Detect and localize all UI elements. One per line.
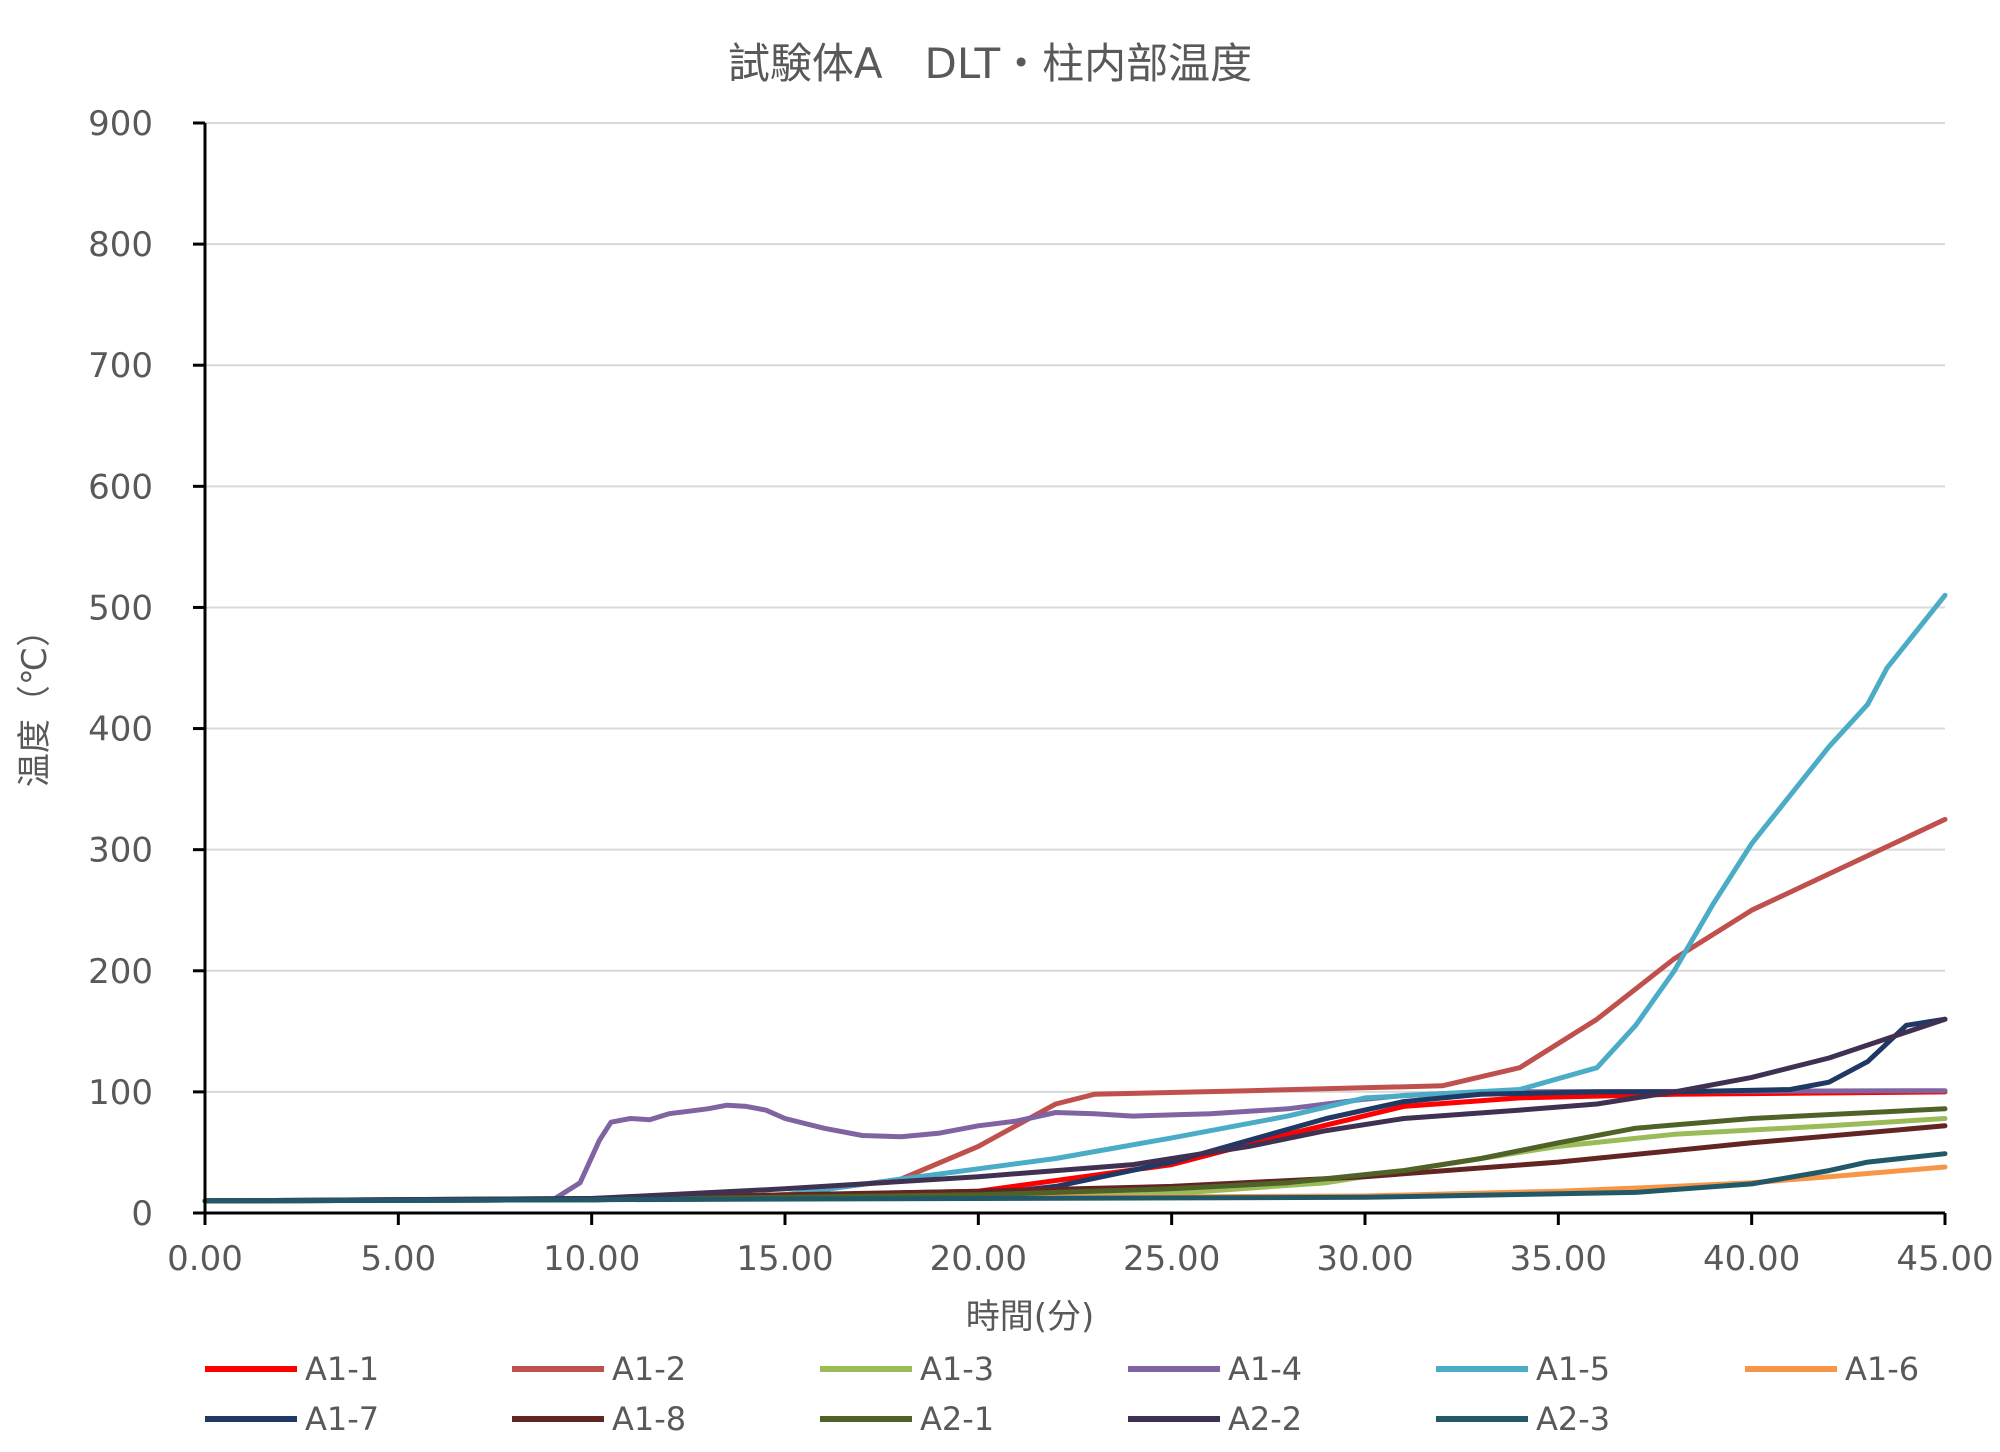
chart-title: 試験体A DLT・柱内部温度 — [728, 39, 1252, 88]
x-tick-label: 5.00 — [360, 1239, 436, 1279]
legend-item-a1-3: A1-3 — [820, 1350, 994, 1388]
y-tick-label: 900 — [88, 104, 153, 144]
x-tick-label: 30.00 — [1316, 1239, 1413, 1279]
x-tick-label: 40.00 — [1703, 1239, 1800, 1279]
legend-label: A1-6 — [1845, 1350, 1919, 1388]
series-line-a1-2 — [202, 816, 1948, 1204]
legend-label: A1-7 — [305, 1400, 379, 1438]
y-tick-label: 500 — [88, 588, 153, 628]
y-axis-tick-labels: 0 100 200 300 400 500 600 700 800 900 — [88, 104, 153, 1234]
y-tick-label: 0 — [131, 1194, 153, 1234]
x-tick-label: 10.00 — [543, 1239, 640, 1279]
legend-label: A1-8 — [612, 1400, 686, 1438]
y-tick-label: 800 — [88, 225, 153, 265]
legend-item-a2-1: A2-1 — [820, 1400, 994, 1438]
legend-label: A1-4 — [1228, 1350, 1302, 1388]
legend-label: A2-3 — [1536, 1400, 1610, 1438]
y-tick-label: 100 — [88, 1073, 153, 1113]
series-lines — [202, 592, 1948, 1204]
legend-item-a2-2: A2-2 — [1128, 1400, 1302, 1438]
legend-label: A2-2 — [1228, 1400, 1302, 1438]
y-tick-label: 600 — [88, 467, 153, 507]
y-tick-label: 300 — [88, 831, 153, 871]
legend: A1-1 A1-2 A1-3 A1-4 A1-5 A1-6 A1-7 A1-8 A2-1 A2-2… — [205, 1350, 1919, 1438]
legend-item-a1-2: A1-2 — [512, 1350, 686, 1388]
x-axis-tick-marks — [203, 1213, 1947, 1225]
y-tick-label: 200 — [88, 952, 153, 992]
x-tick-label: 20.00 — [930, 1239, 1027, 1279]
x-tick-label: 15.00 — [736, 1239, 833, 1279]
legend-item-a1-8: A1-8 — [512, 1400, 686, 1438]
x-axis-title: 時間(分) — [966, 1297, 1095, 1337]
series-line-a2-3 — [202, 1151, 1948, 1204]
legend-label: A2-1 — [920, 1400, 994, 1438]
legend-item-a1-7: A1-7 — [205, 1400, 379, 1438]
legend-item-a2-3: A2-3 — [1436, 1400, 1610, 1438]
y-tick-label: 700 — [88, 346, 153, 386]
y-tick-label: 400 — [88, 710, 153, 750]
legend-item-a1-4: A1-4 — [1128, 1350, 1302, 1388]
x-tick-label: 0.00 — [167, 1239, 243, 1279]
x-tick-label: 25.00 — [1123, 1239, 1220, 1279]
legend-label: A1-3 — [920, 1350, 994, 1388]
series-line-a2-2 — [202, 1016, 1948, 1204]
series-line-a1-5 — [202, 592, 1948, 1204]
legend-label: A1-1 — [305, 1350, 379, 1388]
legend-label: A1-5 — [1536, 1350, 1610, 1388]
y-axis-tick-marks — [193, 121, 205, 1215]
legend-item-a1-6: A1-6 — [1745, 1350, 1919, 1388]
gridlines — [205, 122, 1945, 1093]
x-tick-label: 45.00 — [1896, 1239, 1993, 1279]
series-line-a1-7 — [202, 1016, 1948, 1204]
legend-item-a1-1: A1-1 — [205, 1350, 379, 1388]
legend-item-a1-5: A1-5 — [1436, 1350, 1610, 1388]
y-axis-title: 温度（℃） — [15, 613, 55, 787]
legend-label: A1-2 — [612, 1350, 686, 1388]
x-tick-label: 35.00 — [1510, 1239, 1607, 1279]
series-line-a1-4 — [202, 1088, 1948, 1204]
x-axis-tick-labels: 0.00 5.00 10.00 15.00 20.00 25.00 30.00 35.00 40… — [167, 1239, 1994, 1279]
